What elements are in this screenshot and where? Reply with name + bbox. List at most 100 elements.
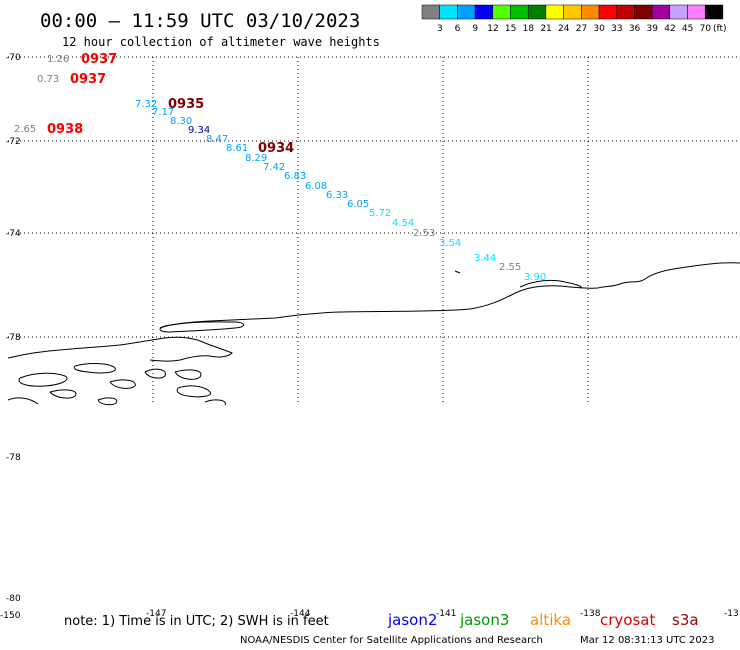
legend-swatch — [598, 4, 617, 20]
wave-height-value: 8.29 — [245, 153, 267, 164]
lat-label: -78 — [6, 453, 21, 463]
wave-height-value: 8.61 — [226, 143, 248, 154]
wave-height-value: 3.54 — [439, 238, 461, 249]
legend-label: 6 — [455, 24, 461, 34]
wave-height-value: 8.47 — [206, 134, 228, 145]
lon-label: -150 — [0, 611, 21, 621]
legend-swatch — [545, 4, 564, 20]
legend-swatch — [704, 4, 724, 20]
satellite-label: jason2 — [387, 611, 437, 629]
page-title: 00:00 – 11:59 UTC 03/10/2023 — [40, 10, 360, 32]
satellite-label: altika — [530, 611, 571, 629]
wave-height-value: 8.30 — [170, 116, 192, 127]
legend-swatch — [616, 4, 635, 20]
legend-swatch — [457, 4, 476, 20]
legend-label: 3 — [437, 24, 443, 34]
wave-height-value: 3.90 — [524, 272, 546, 283]
legend-label: 24 — [558, 24, 570, 34]
legend-label: 9 — [472, 24, 478, 34]
lat-label: -70 — [6, 53, 21, 63]
lat-label: -72 — [6, 137, 21, 147]
graticule-grid — [8, 56, 740, 405]
wave-height-value: 0.73 — [37, 74, 59, 85]
ice-shelf-edge — [159, 262, 740, 329]
lon-label: -141 — [436, 609, 456, 619]
latitude-labels: -70 -72 -74 -78 -78 -80 — [6, 53, 21, 604]
legend-label: 15 — [505, 24, 516, 34]
legend-swatch — [474, 4, 494, 20]
wave-height-value: 7.42 — [263, 162, 285, 173]
wave-height-value: 2.53 — [413, 228, 435, 239]
legend-swatch — [563, 4, 582, 20]
legend-swatch — [510, 4, 529, 20]
coast-island-4 — [144, 368, 166, 379]
legend-label: 12 — [487, 24, 498, 34]
lat-label: -78 — [6, 333, 21, 343]
wave-height-value: 5.72 — [369, 208, 391, 219]
wave-height-value: 1.26 — [47, 54, 69, 65]
coast-island-8 — [176, 385, 212, 398]
pass-time-label: 0937 — [81, 52, 117, 67]
coast-island-9 — [204, 399, 226, 406]
coast-island-3 — [109, 379, 136, 389]
lon-label: -138 — [580, 609, 601, 619]
satellite-label: cryosat — [600, 611, 655, 629]
legend-swatch — [439, 4, 458, 20]
coast-island-5 — [174, 369, 202, 380]
wave-height-value: 2.55 — [499, 262, 521, 273]
wave-height-value: 7.17 — [152, 107, 174, 118]
coast-island-1 — [18, 372, 68, 387]
wave-height-observations: 1.26 0.73 2.65 7.327.178.309.348.478.618.29… — [14, 54, 546, 283]
legend-label: 27 — [576, 24, 587, 34]
legend-label: 39 — [647, 24, 659, 34]
lon-label: -144 — [290, 609, 311, 619]
legend-swatch — [651, 4, 671, 20]
wave-height-value: 6.83 — [284, 171, 306, 182]
lon-label: -13 — [724, 609, 739, 619]
coast-island-10 — [7, 397, 39, 405]
pass-time-label: 0934 — [258, 141, 294, 156]
coast-island-7 — [97, 397, 118, 406]
pass-time-label: 0935 — [168, 97, 204, 112]
legend-swatch — [492, 4, 511, 20]
coast-island-2 — [73, 363, 116, 374]
legend-label: 42 — [664, 24, 675, 34]
wave-height-value: 6.05 — [347, 199, 369, 210]
legend-label: 21 — [540, 24, 551, 34]
lat-label: -74 — [6, 229, 21, 239]
legend-label: 33 — [611, 24, 622, 34]
wave-height-value: 3.44 — [474, 253, 496, 264]
pass-time-label: 0938 — [47, 122, 83, 137]
legend-label: 45 — [682, 24, 693, 34]
timestamp-text: Mar 12 08:31:13 UTC 2023 — [580, 635, 715, 646]
credit-text: NOAA/NESDIS Center for Satellite Applica… — [240, 635, 543, 646]
wave-height-value: 6.33 — [326, 190, 348, 201]
ice-shelf-island — [519, 279, 582, 289]
legend-label: 18 — [523, 24, 535, 34]
satellite-label: s3a — [672, 611, 699, 629]
legend-label: 36 — [629, 24, 641, 34]
page-subtitle: 12 hour collection of altimeter wave hei… — [62, 35, 380, 49]
wave-height-value: 7.32 — [135, 99, 157, 110]
legend-swatch — [581, 4, 600, 20]
coast-island-6 — [49, 389, 77, 399]
legend-swatch — [527, 4, 547, 20]
satellite-legend: jason2 jason3 altika cryosat s3a — [387, 611, 699, 629]
longitude-labels: -150 -147 -144 -141 -138 -13 — [0, 609, 739, 621]
wave-height-value: 4.54 — [392, 218, 414, 229]
legend-swatch — [421, 4, 440, 20]
coast-small-islet — [454, 270, 461, 274]
legend-label: 70 — [700, 24, 712, 34]
legend-swatch — [669, 4, 688, 20]
pass-time-labels: 0937 0937 0935 0938 0934 — [47, 52, 294, 156]
pass-time-label: 0937 — [70, 72, 106, 87]
wave-height-value: 2.65 — [14, 124, 36, 135]
coast-mainland — [7, 336, 233, 362]
legend-label: 30 — [593, 24, 605, 34]
lat-label: -80 — [6, 594, 21, 604]
wave-height-legend: 3 6 9 12 15 18 21 24 27 30 33 36 39 42 45 70 (ft) — [421, 4, 727, 34]
footer-note: note: 1) Time is in UTC; 2) SWH is in fe… — [64, 614, 329, 629]
wave-height-value: 9.34 — [188, 125, 210, 136]
coast-upper-shelf — [159, 321, 245, 333]
